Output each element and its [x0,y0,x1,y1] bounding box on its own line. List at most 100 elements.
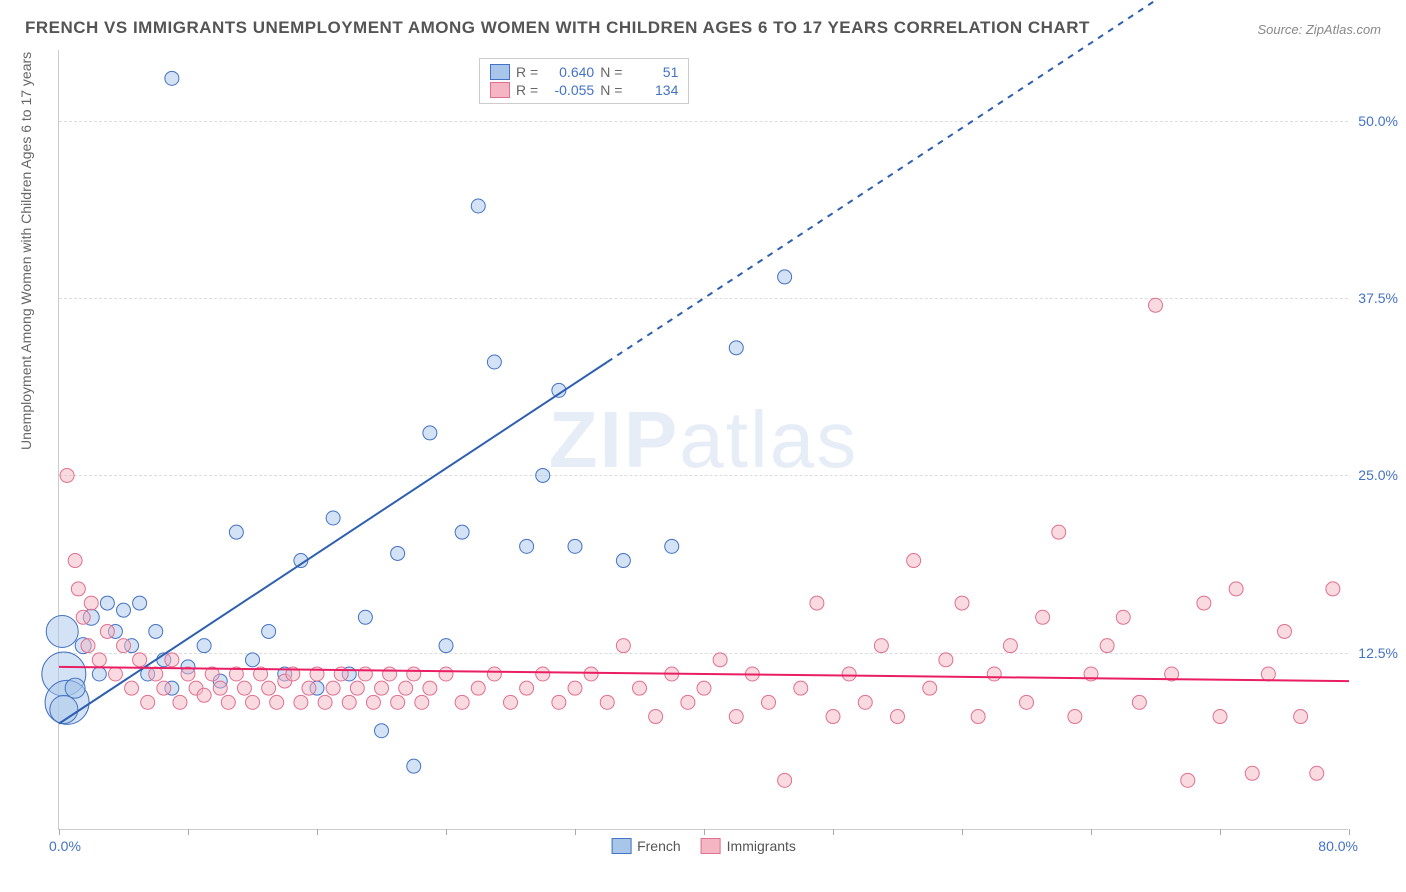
data-point [1132,695,1146,709]
data-point [955,596,969,610]
data-point [246,653,260,667]
data-point [133,653,147,667]
data-point [1245,766,1259,780]
data-point [439,639,453,653]
data-point [294,695,308,709]
data-point [455,695,469,709]
legend-item-immigrants: Immigrants [701,838,796,854]
data-point [794,681,808,695]
data-point [649,710,663,724]
x-tick [1349,829,1350,835]
data-point [810,596,824,610]
data-point [584,667,598,681]
y-tick-label: 12.5% [1358,645,1398,661]
data-point [68,554,82,568]
data-point [1278,624,1292,638]
data-point [778,773,792,787]
data-point [697,681,711,695]
data-point [197,688,211,702]
data-point [318,695,332,709]
stats-row-french: R = 0.640 N = 51 [490,63,678,81]
data-point [423,681,437,695]
correlation-stats-box: R = 0.640 N = 51 R = -0.055 N = 134 [479,58,689,104]
data-point [616,639,630,653]
data-point [221,695,235,709]
data-point [1020,695,1034,709]
data-point [907,554,921,568]
chart-plot-area: ZIPatlas R = 0.640 N = 51 R = -0.055 N =… [58,50,1348,830]
data-point [423,426,437,440]
data-point [1052,525,1066,539]
data-point [1310,766,1324,780]
legend-item-french: French [611,838,681,854]
data-point [439,667,453,681]
x-tick [317,829,318,835]
n-label: N = [600,64,622,80]
x-tick [1091,829,1092,835]
swatch-french [490,64,510,80]
data-point [213,681,227,695]
data-point [729,710,743,724]
r-value-immigrants: -0.055 [544,82,594,98]
data-point [600,695,614,709]
data-point [141,695,155,709]
data-point [987,667,1001,681]
data-point [302,681,316,695]
x-tick [575,829,576,835]
swatch-immigrants [490,82,510,98]
data-point [536,667,550,681]
data-point [471,681,485,695]
data-point [262,681,276,695]
data-point [1116,610,1130,624]
n-value-french: 51 [628,64,678,80]
data-point [568,681,582,695]
data-point [826,710,840,724]
data-point [568,539,582,553]
data-point [1003,639,1017,653]
data-point [1213,710,1227,724]
data-point [270,695,284,709]
x-tick [446,829,447,835]
data-point [858,695,872,709]
data-point [713,653,727,667]
data-point [76,610,90,624]
data-point [375,681,389,695]
data-point [1261,667,1275,681]
x-tick [962,829,963,835]
n-label: N = [600,82,622,98]
data-point [149,667,163,681]
data-point [874,639,888,653]
data-point [616,554,630,568]
x-tick [188,829,189,835]
data-point [520,681,534,695]
trend-line [59,667,1349,681]
legend-swatch-immigrants [701,838,721,854]
data-point [455,525,469,539]
y-axis-label: Unemployment Among Women with Children A… [18,52,34,450]
legend-label-french: French [637,838,681,854]
data-point [1100,639,1114,653]
data-point [729,341,743,355]
data-point [173,695,187,709]
data-point [358,667,372,681]
y-tick-label: 25.0% [1358,467,1398,483]
data-point [1036,610,1050,624]
data-point [520,539,534,553]
data-point [125,681,139,695]
data-point [1326,582,1340,596]
data-point [157,681,171,695]
y-tick-label: 37.5% [1358,290,1398,306]
x-tick [1220,829,1221,835]
data-point [1181,773,1195,787]
data-point [471,199,485,213]
data-point [100,596,114,610]
x-axis-min-label: 0.0% [49,838,81,854]
data-point [65,678,85,698]
data-point [366,695,380,709]
data-point [92,653,106,667]
n-value-immigrants: 134 [628,82,678,98]
data-point [487,667,501,681]
data-point [1149,298,1163,312]
data-point [197,639,211,653]
data-point [100,624,114,638]
